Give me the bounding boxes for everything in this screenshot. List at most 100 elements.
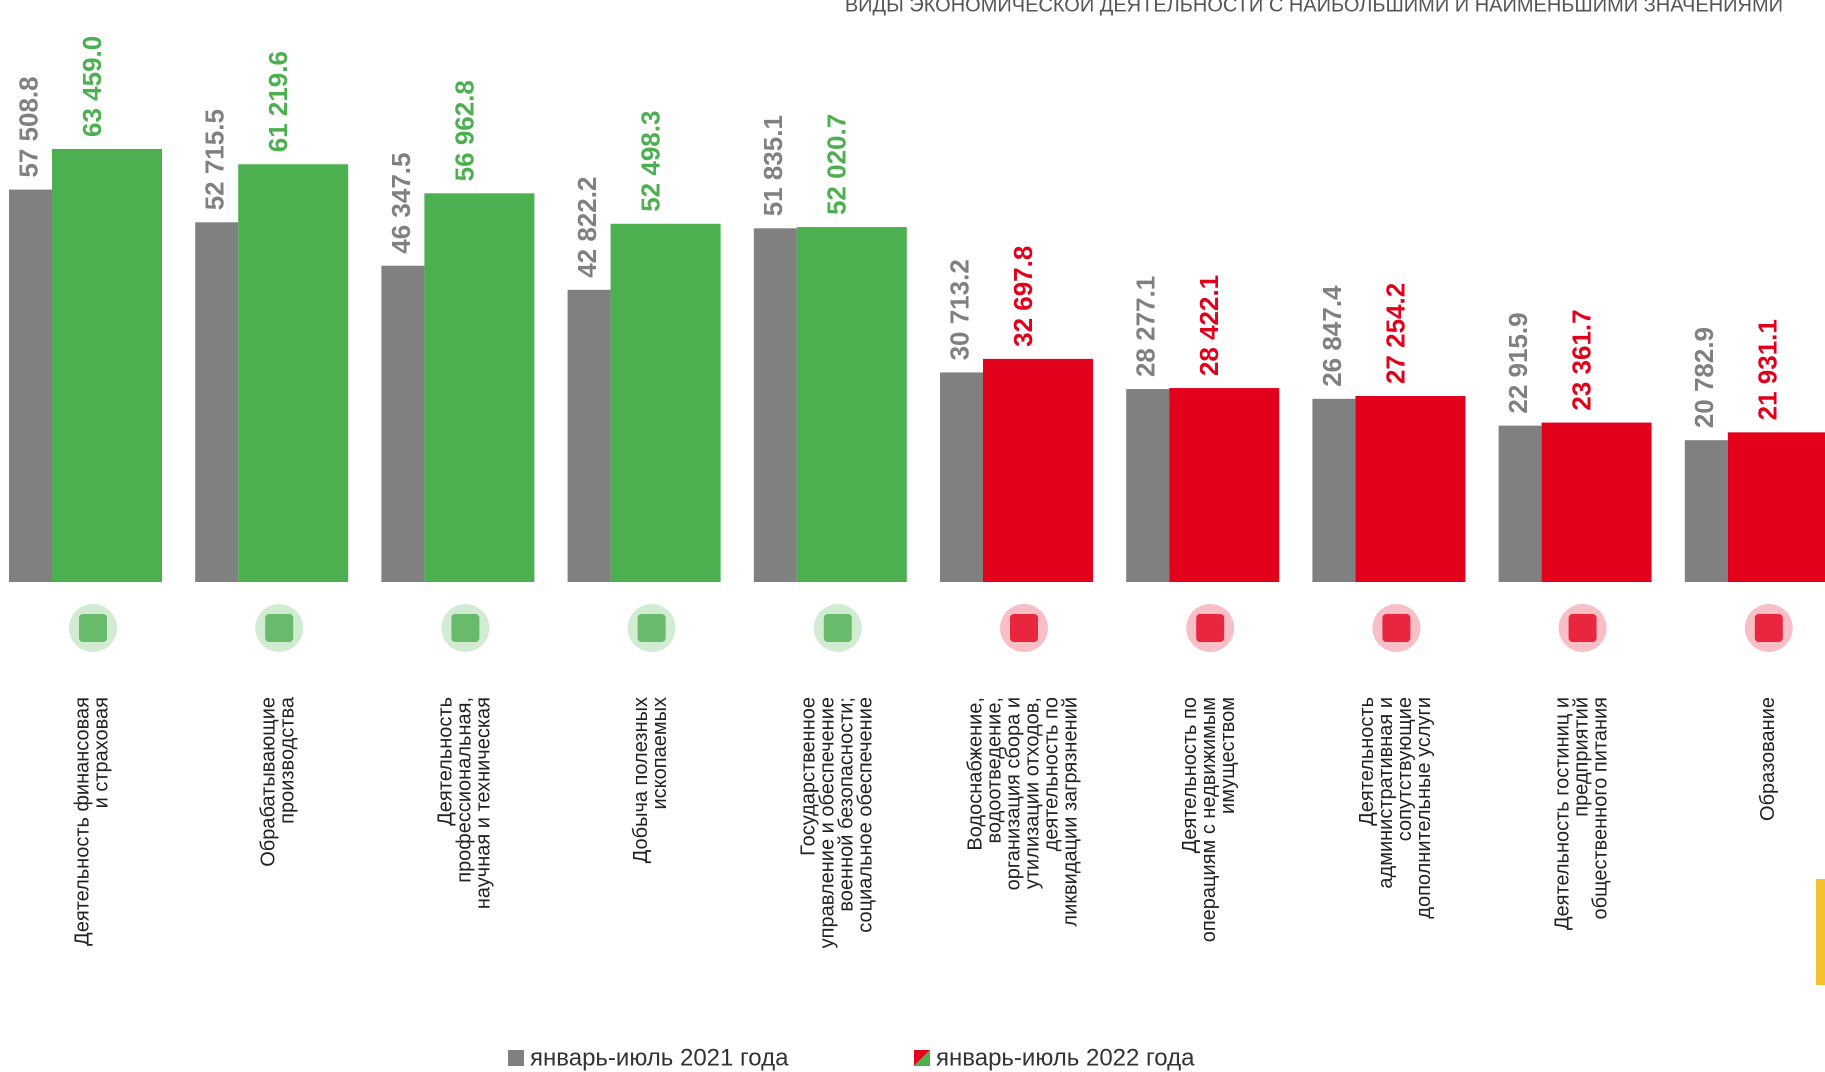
x-tick-label: Деятельностьадминистративная исопутствую…	[1356, 697, 1435, 919]
x-tick-label-group: Добыча полезныхископаемых	[630, 697, 671, 863]
value-label-group: 30 713.2	[944, 259, 974, 360]
category-icon	[1568, 614, 1597, 642]
category-icon	[1754, 614, 1783, 642]
label-line: военной безопасности;	[836, 697, 858, 912]
category-icon	[637, 614, 666, 642]
bar	[1684, 440, 1728, 582]
label-line: сопутствующие	[1394, 697, 1416, 841]
legend-label: январь-июль 2022 года	[936, 1044, 1195, 1071]
value-label: 52 020.7	[822, 114, 852, 215]
value-label: 28 277.1	[1131, 276, 1161, 377]
x-tick-label: Государственноеуправление и обеспечениев…	[798, 697, 877, 948]
label-line: производства	[277, 696, 299, 824]
label-line: научная и техническая	[473, 697, 495, 909]
category-icon	[1010, 614, 1038, 642]
category-icon	[79, 614, 107, 642]
label-line: Деятельность гостиниц и	[1552, 697, 1574, 930]
legend-swatch	[914, 1050, 930, 1066]
label-line: имуществом	[1217, 697, 1239, 814]
x-tick-label-group: Деятельность финансоваяи страховая	[72, 697, 113, 946]
label-line: социальное обеспечение	[855, 697, 877, 933]
x-tick-label-group: Деятельность гостиниц ипредприятийобщест…	[1552, 697, 1612, 930]
label-line: Государственное	[798, 697, 820, 856]
value-label: 63 459.0	[77, 36, 107, 137]
label-line: Деятельность финансовая	[72, 697, 94, 946]
value-label-group: 42 822.2	[572, 177, 602, 278]
value-label-group: 61 219.6	[263, 51, 293, 152]
value-label-group: 52 498.3	[635, 111, 665, 212]
bar	[1355, 396, 1466, 582]
label-line: ископаемых	[649, 697, 671, 809]
x-tick-label: Добыча полезныхископаемых	[630, 697, 671, 863]
label-line: Деятельность	[435, 697, 457, 826]
x-tick-label-group: Образование	[1757, 697, 1779, 821]
value-label-group: 52 020.7	[822, 114, 852, 215]
bar	[796, 227, 907, 582]
value-label-group: 57 508.8	[13, 76, 43, 177]
value-label-group: 28 277.1	[1131, 276, 1161, 377]
label-line: Деятельность	[1356, 697, 1378, 826]
value-label: 23 361.7	[1566, 309, 1596, 410]
value-label-group: 32 697.8	[1008, 246, 1038, 347]
bar	[567, 289, 611, 582]
value-label-group: 26 847.4	[1317, 285, 1347, 387]
category-icon	[1382, 614, 1411, 642]
bar	[381, 265, 425, 582]
value-label: 46 347.5	[386, 153, 416, 254]
label-line: общественного питания	[1590, 697, 1612, 919]
x-tick-label-group: Деятельность пооперациям с недвижимымиму…	[1179, 697, 1239, 942]
category-icon	[451, 614, 480, 642]
value-label: 26 847.4	[1317, 285, 1347, 387]
x-tick-label: Водоснабжение,водоотведение,организация …	[965, 697, 1082, 927]
value-label-group: 56 962.8	[449, 80, 479, 181]
x-tick-label: Деятельностьпрофессиональная,научная и т…	[435, 697, 495, 909]
value-label-group: 52 715.5	[200, 109, 230, 210]
bar	[1169, 388, 1280, 582]
value-label-group: 46 347.5	[386, 153, 416, 254]
x-tick-label: Образование	[1757, 697, 1779, 821]
value-label-group: 21 931.1	[1753, 319, 1783, 420]
label-line: и страховая	[91, 697, 113, 808]
x-tick-label: Деятельность гостиниц ипредприятийобщест…	[1552, 697, 1612, 930]
value-label: 61 219.6	[263, 51, 293, 152]
label-line: управление и обеспечение	[817, 697, 839, 948]
value-label: 22 915.9	[1503, 312, 1533, 413]
legend-swatch	[508, 1050, 524, 1066]
x-tick-label-group: Государственноеуправление и обеспечениев…	[798, 697, 877, 948]
bar	[610, 223, 721, 582]
legend-label: январь-июль 2021 года	[530, 1044, 789, 1071]
decor-strip	[1816, 879, 1825, 985]
label-line: деятельность по	[1041, 697, 1063, 851]
label-line: предприятий	[1571, 697, 1593, 817]
x-tick-label: Обрабатывающиепроизводства	[258, 696, 299, 867]
value-label: 20 782.9	[1689, 327, 1719, 428]
bar	[940, 372, 983, 582]
value-label: 52 715.5	[200, 109, 230, 210]
value-label-group: 63 459.0	[77, 36, 107, 137]
value-label: 51 835.1	[758, 115, 788, 216]
value-label: 21 931.1	[1753, 319, 1783, 420]
bar	[1126, 389, 1170, 582]
bar	[753, 228, 797, 582]
category-icon	[265, 614, 294, 642]
bar	[238, 164, 349, 582]
label-line: дополнительные услуги	[1413, 697, 1435, 919]
value-label-group: 28 422.1	[1194, 275, 1224, 376]
label-line: Добыча полезных	[630, 697, 652, 863]
label-line: операциям с недвижимым	[1198, 697, 1220, 942]
x-tick-label-group: Обрабатывающиепроизводства	[258, 696, 299, 867]
bar	[52, 148, 162, 582]
value-label: 57 508.8	[13, 76, 43, 177]
bar	[1727, 432, 1825, 582]
label-line: Образование	[1757, 697, 1779, 821]
label-line: административная и	[1375, 697, 1397, 889]
label-line: Обрабатывающие	[258, 697, 280, 867]
label-line: ликвидации загрязнений	[1060, 697, 1082, 927]
x-tick-label-group: Водоснабжение,водоотведение,организация …	[965, 697, 1082, 927]
value-label: 28 422.1	[1194, 275, 1224, 376]
label-line: организация сбора и	[1003, 697, 1025, 890]
label-line: Водоснабжение,	[965, 697, 987, 851]
value-label: 32 697.8	[1008, 246, 1038, 347]
bar	[983, 358, 1093, 582]
